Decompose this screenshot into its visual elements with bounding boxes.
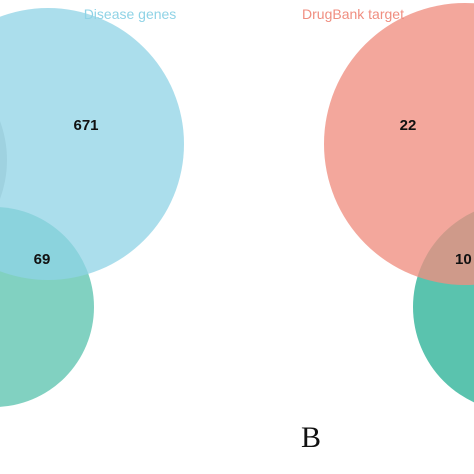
set-label-drugbank-target: DrugBank target bbox=[302, 6, 404, 22]
region-count-drugbank-teal: 10 bbox=[455, 251, 472, 268]
venn-circle-disease-genes bbox=[0, 8, 184, 280]
venn-panel-a: Disease genes 671 69 bbox=[0, 6, 184, 407]
region-count-disease-teal: 69 bbox=[34, 251, 51, 268]
set-label-disease-genes: Disease genes bbox=[84, 6, 177, 22]
region-count-drugbank-only: 22 bbox=[400, 117, 417, 134]
panel-letter-b: B bbox=[301, 421, 321, 454]
region-count-disease-only: 671 bbox=[73, 117, 98, 134]
venn-circle-drugbank-target bbox=[324, 3, 474, 285]
venn-panel-b: DrugBank target 22 10 B bbox=[301, 3, 474, 454]
